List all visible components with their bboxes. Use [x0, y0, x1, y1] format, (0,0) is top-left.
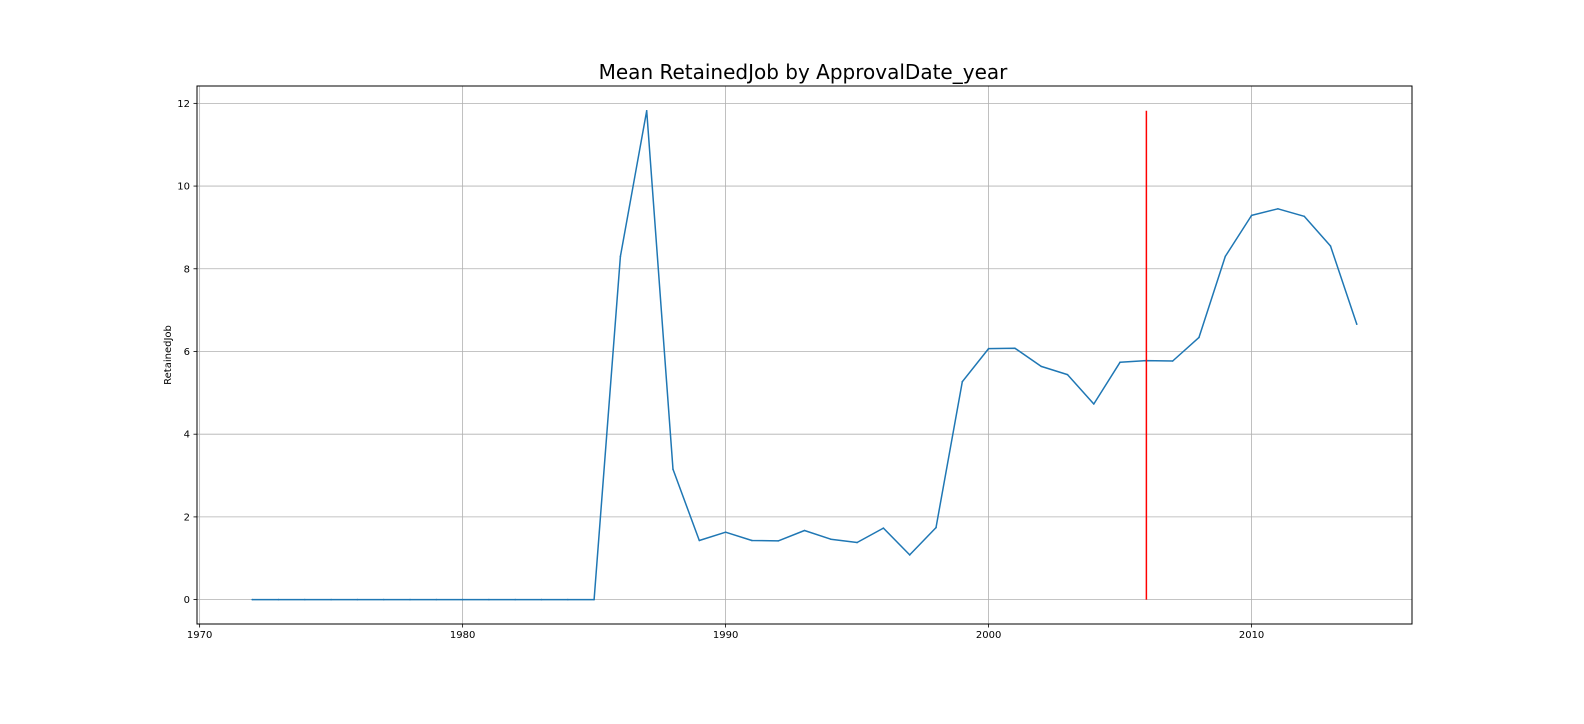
x-tick-label: 1970 — [187, 630, 212, 641]
data-point — [1329, 245, 1332, 247]
data-point — [1277, 208, 1279, 210]
series-layer — [251, 110, 1358, 601]
y-tick-label: 4 — [184, 430, 190, 441]
data-point — [514, 598, 517, 601]
data-point — [1066, 373, 1069, 376]
data-point — [1092, 403, 1095, 405]
x-tick-label: 2000 — [976, 630, 1001, 641]
grid-lines — [197, 86, 1412, 624]
data-point — [435, 598, 438, 601]
data-point — [961, 380, 964, 383]
series-line — [252, 110, 1358, 601]
data-point — [593, 598, 595, 601]
data-point — [935, 526, 937, 529]
data-point — [1014, 347, 1016, 349]
data-point — [645, 110, 648, 112]
data-point — [304, 598, 306, 601]
y-tick-label: 12 — [177, 99, 190, 110]
data-point — [829, 538, 832, 541]
data-point — [1119, 361, 1121, 364]
data-point — [619, 255, 622, 258]
data-point — [567, 598, 569, 601]
data-point — [882, 527, 885, 529]
data-point — [908, 554, 911, 556]
data-point — [1171, 360, 1174, 362]
data-point — [1040, 365, 1042, 368]
y-tick-label: 0 — [184, 595, 190, 606]
data-point — [277, 598, 280, 601]
data-point — [488, 598, 490, 601]
data-point — [777, 540, 780, 542]
data-point — [1224, 255, 1227, 258]
data-point — [382, 598, 385, 601]
tick-layer: 1970 1980 1990 2000 2010 0 2 4 6 8 10 12 — [177, 99, 1264, 641]
y-axis-label: RetainedJob — [163, 325, 174, 385]
data-point — [987, 347, 990, 350]
y-tick-label: 2 — [184, 512, 190, 523]
data-point — [803, 529, 806, 532]
data-point — [1355, 323, 1358, 325]
x-tick-label: 2010 — [1239, 630, 1264, 641]
data-point — [251, 598, 254, 601]
data-point — [1303, 215, 1305, 218]
data-point — [356, 598, 359, 601]
data-point — [1198, 336, 1200, 339]
data-point — [751, 539, 753, 542]
y-tick-label: 10 — [177, 182, 190, 193]
data-point — [698, 539, 701, 542]
y-tick-label: 6 — [184, 347, 190, 358]
data-point — [540, 598, 543, 601]
data-point — [409, 598, 411, 601]
data-point — [1250, 214, 1253, 217]
plot-frame — [196, 85, 1413, 625]
chart-title: Mean RetainedJob by ApprovalDate_year — [599, 60, 1008, 84]
data-point — [330, 598, 332, 601]
data-point — [724, 531, 727, 533]
x-tick-label: 1990 — [713, 630, 738, 641]
y-tick-label: 8 — [184, 264, 190, 275]
data-point — [461, 598, 464, 601]
x-tick-label: 1980 — [450, 630, 475, 641]
data-point — [672, 468, 674, 471]
data-point — [856, 541, 858, 544]
